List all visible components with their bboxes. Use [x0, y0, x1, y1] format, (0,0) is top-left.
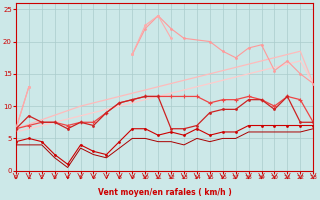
X-axis label: Vent moyen/en rafales ( km/h ): Vent moyen/en rafales ( km/h ): [98, 188, 231, 197]
